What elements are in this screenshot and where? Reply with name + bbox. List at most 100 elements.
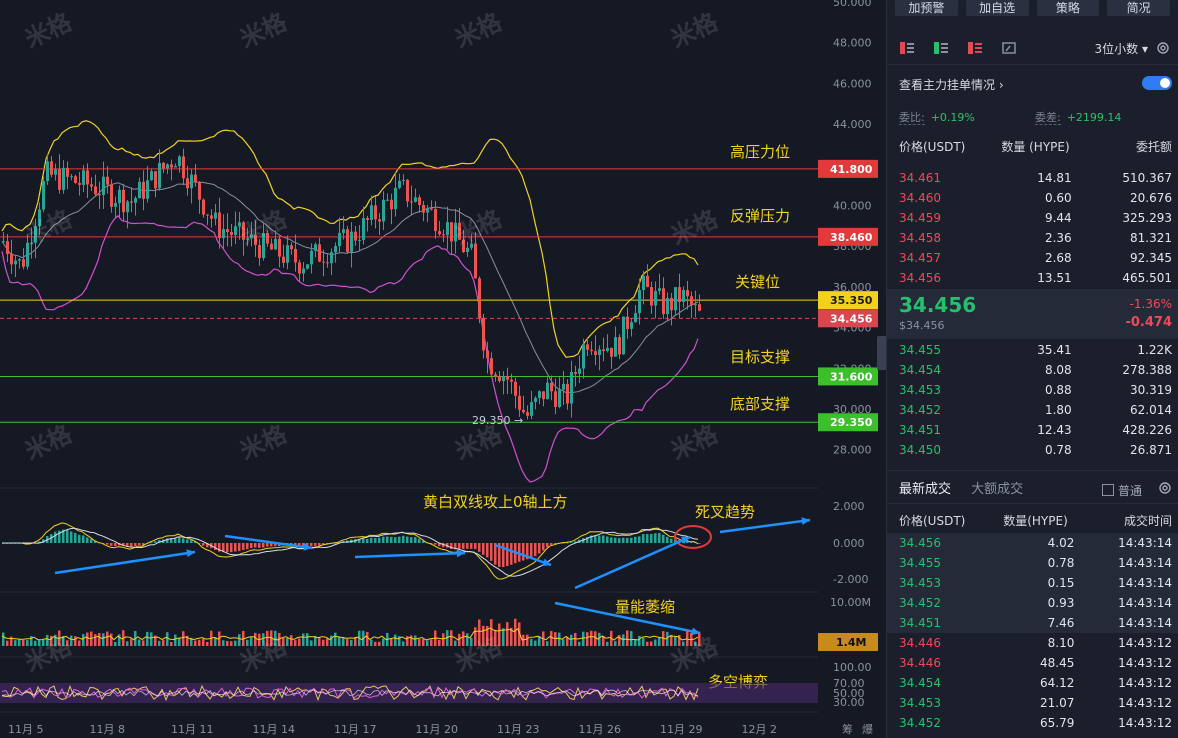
price-cell: 34.460 [899, 191, 941, 205]
volume-bar [462, 631, 465, 646]
volume-bar [406, 636, 409, 646]
volume-bar [342, 636, 345, 646]
volume-bar [230, 641, 233, 646]
candle-body [234, 226, 237, 236]
main-orders-toggle[interactable] [1142, 76, 1172, 90]
trade-row[interactable]: 34.454 64.12 14:43:12 [899, 673, 1172, 693]
asks-only-icon[interactable] [967, 41, 983, 55]
trade-row[interactable]: 34.446 48.45 14:43:12 [899, 653, 1172, 673]
price-cell: 34.446 [899, 656, 941, 670]
candle-body [322, 261, 325, 263]
ask-row[interactable]: 34.460 0.60 20.676 [899, 188, 1172, 208]
chart-canvas[interactable]: 50.00048.00046.00044.00042.00040.00038.0… [0, 0, 886, 738]
panel-collapse-handle[interactable] [877, 336, 886, 370]
trade-row[interactable]: 34.456 4.02 14:43:14 [899, 533, 1172, 553]
volume-bar [86, 632, 89, 646]
ask-row[interactable]: 34.456 13.51 465.501 [899, 268, 1172, 288]
candle-body [166, 164, 169, 169]
volume-bar [530, 638, 533, 646]
rsi-tick-label: 100.00 [833, 661, 872, 674]
add-watchlist-button[interactable]: 加自选 [965, 0, 1029, 16]
trade-row[interactable]: 34.452 65.79 14:43:12 [899, 713, 1172, 733]
macd-bar [150, 542, 153, 544]
kline-chart[interactable]: 50.00048.00046.00044.00042.00040.00038.0… [0, 0, 886, 738]
tab-latest-trades[interactable]: 最新成交 [899, 482, 952, 497]
bid-row[interactable]: 34.454 8.08 278.388 [899, 360, 1172, 380]
add-alert-button[interactable]: 加预警 [895, 0, 958, 16]
macd-bar [306, 543, 309, 547]
candle-body [310, 250, 313, 265]
gear-icon[interactable] [1158, 481, 1172, 495]
trade-row[interactable]: 34.452 0.93 14:43:14 [899, 593, 1172, 613]
macd-bar [58, 530, 61, 543]
volume-bar [410, 635, 413, 646]
price-cell: 34.457 [899, 251, 941, 265]
candle-body [238, 222, 241, 227]
volume-bar [378, 641, 381, 646]
candle-body [110, 184, 113, 207]
bid-row[interactable]: 34.455 35.41 1.22K [899, 340, 1172, 360]
footer-label: 爆 [862, 722, 873, 736]
macd-bar [154, 541, 157, 543]
price-tag-label: 38.460 [830, 231, 873, 244]
volume-bar [498, 623, 501, 646]
overview-button[interactable]: 简况 [1107, 0, 1170, 16]
qty-cell: 0.78 [1047, 556, 1075, 570]
trade-header-qty[interactable]: 数量(HYPE) [1003, 514, 1068, 528]
candle-body [450, 222, 453, 242]
price-tag-label: 34.456 [830, 312, 873, 325]
y-tick-label: 30.000 [833, 403, 872, 416]
macd-bar [470, 543, 473, 549]
main-orders-link[interactable]: 查看主力挂单情况 › [899, 76, 1004, 93]
trade-header-price: 价格(USDT) [899, 514, 966, 528]
volume-bar [50, 635, 53, 646]
both-sides-icon[interactable] [899, 41, 915, 55]
amount-cell: 14:43:12 [1118, 636, 1173, 650]
normal-label: 普通 [1117, 484, 1142, 498]
trade-row[interactable]: 34.453 0.15 14:43:14 [899, 573, 1172, 593]
qty-cell: 0.60 [1044, 191, 1072, 205]
ask-row[interactable]: 34.461 14.81 510.367 [899, 168, 1172, 188]
candle-body [534, 397, 537, 403]
ob-header-qty[interactable]: 数量 (HYPE) [1001, 140, 1070, 154]
volume-bar [458, 633, 461, 646]
candle-body [442, 234, 445, 236]
ask-row[interactable]: 34.458 2.36 81.321 [899, 228, 1172, 248]
trend-arrow [54, 550, 196, 575]
volume-bar [34, 640, 37, 646]
volume-bar [470, 637, 473, 646]
tab-large-trades[interactable]: 大额成交 [971, 482, 1024, 497]
volume-bar [422, 638, 425, 646]
amount-cell: 278.388 [1122, 363, 1172, 377]
trade-row[interactable]: 34.451 7.46 14:43:14 [899, 613, 1172, 633]
amount-cell: 30.319 [1129, 383, 1172, 397]
amount-cell: 14:43:14 [1118, 536, 1173, 550]
trade-row[interactable]: 34.453 21.07 14:43:12 [899, 693, 1172, 713]
candle-body [590, 349, 593, 352]
bid-row[interactable]: 34.452 1.80 62.014 [899, 400, 1172, 420]
strategy-button[interactable]: 策略 [1036, 0, 1100, 16]
volume-tick-label: 10.00M [830, 596, 871, 609]
volume-bar [370, 639, 373, 646]
trade-row[interactable]: 34.455 0.78 14:43:14 [899, 553, 1172, 573]
ob-header-amount[interactable]: 委托额 [1135, 140, 1172, 154]
ask-row[interactable]: 34.457 2.68 92.345 [899, 248, 1172, 268]
decimal-select[interactable]: 3位小数 ▾ [1095, 40, 1149, 57]
bid-row[interactable]: 34.450 0.78 26.871 [899, 440, 1172, 460]
depth-icon[interactable] [1001, 41, 1017, 55]
candle-body [514, 381, 517, 396]
trade-row[interactable]: 34.446 8.10 14:43:12 [899, 633, 1172, 653]
candle-body [498, 376, 501, 382]
macd-bar [402, 535, 405, 543]
gear-icon[interactable] [1156, 41, 1170, 55]
candle-body [130, 201, 133, 203]
bids-only-icon[interactable] [933, 41, 949, 55]
trend-arrow [354, 551, 466, 559]
ask-row[interactable]: 34.459 9.44 325.293 [899, 208, 1172, 228]
candle-body [654, 290, 657, 306]
normal-checkbox[interactable]: 普通 [1101, 482, 1142, 499]
bid-row[interactable]: 34.451 12.43 428.226 [899, 420, 1172, 440]
candle-body [382, 199, 385, 222]
volume-bar [594, 631, 597, 646]
bid-row[interactable]: 34.453 0.88 30.319 [899, 380, 1172, 400]
